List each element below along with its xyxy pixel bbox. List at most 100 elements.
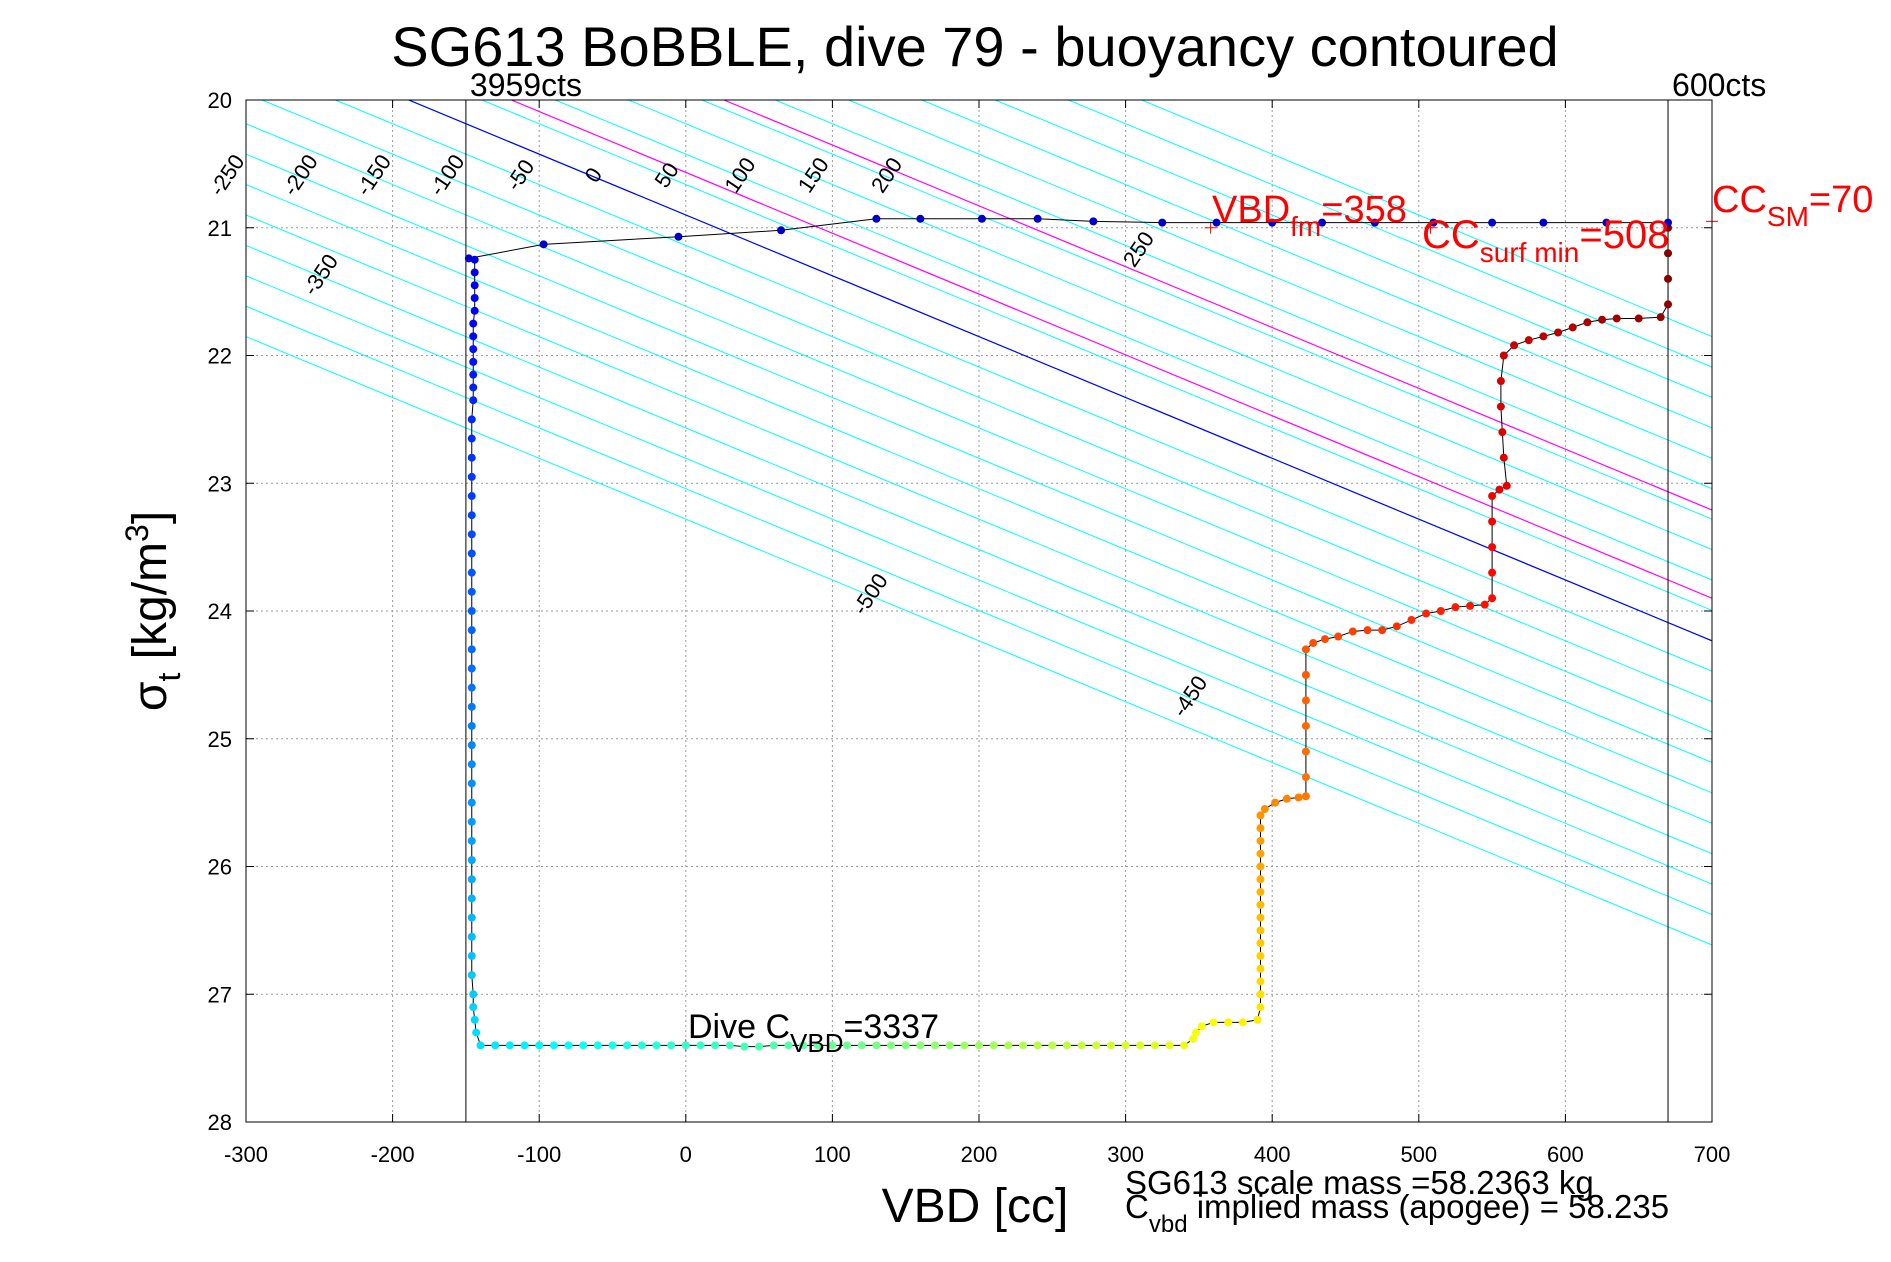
dive-point [1495,485,1504,494]
contour-line [246,336,1712,946]
dive-point [1499,351,1508,360]
dive-point [1378,626,1387,635]
implied-mass-annotation: Cvbd implied mass (apogee) = 58.235 [1125,1188,1669,1238]
surface-point [916,214,925,223]
dive-point [469,383,478,392]
dive-point [467,932,476,941]
dive-point [467,626,476,635]
dive-point [813,1041,822,1050]
dive-point [989,1041,998,1050]
surface-point [1318,218,1327,227]
dive-point [1583,318,1592,327]
dive-point [467,453,476,462]
dive-point [667,1041,676,1050]
y-tick-label: 26 [208,855,232,880]
dive-point [470,281,479,290]
dive-point [1238,1018,1247,1027]
dive-point [1496,402,1505,411]
y-axis-label-unit-close: ] [124,511,177,524]
surface-point [464,254,473,263]
contour-line [246,123,1712,733]
dive-point [1598,315,1607,324]
contour-line [994,100,1712,399]
dive-point [1256,862,1265,871]
dive-point [623,1041,632,1050]
dive-point [469,990,478,999]
y-tick-label: 21 [208,216,232,241]
vbd-limit-lines: 3959cts 600cts [465,67,1766,1122]
y-axis-label-main: σ [124,682,177,712]
dive-point [470,268,479,277]
dive-point [1363,626,1372,635]
contour-label: -200 [278,150,323,200]
dive-point [467,568,476,577]
dive-point [1510,341,1519,350]
y-tick-label: 23 [208,471,232,496]
scale-mass-text: SG613 scale mass =58.2363 kg [1125,1164,1594,1201]
x-tick-label: -300 [224,1142,268,1167]
dive-point [1499,453,1508,462]
dive-point [1165,1041,1174,1050]
surface-point [872,214,881,223]
y-tick-label: 25 [208,727,232,752]
dive-point [469,332,478,341]
contour-label: 200 [866,153,907,197]
dive-point [1256,824,1265,833]
magenta-reference-line [511,100,1712,599]
dive-point [608,1041,617,1050]
dive-point [470,294,479,303]
dive-point [1294,793,1303,802]
surface-point [1268,218,1277,227]
contour-label: -350 [298,249,343,299]
dive-point [467,530,476,539]
dive-point [1062,1041,1071,1050]
cc-sm-text: CC [1712,179,1767,221]
dive-point [467,549,476,558]
dive-point [467,798,476,807]
dive-point [476,1041,485,1050]
implied-mass-sub: vbd [1149,1211,1188,1238]
x-tick-label: 400 [1254,1142,1291,1167]
surface-point [674,232,683,241]
buoyancy-contours [246,100,1712,946]
dive-cvbd-sub: VBD [790,1028,843,1058]
dive-point [755,1042,764,1051]
dive-point [467,894,476,903]
contour-line [261,100,1712,703]
dive-point [549,1041,558,1050]
dive-point [1256,836,1265,845]
dive-point [467,971,476,980]
x-tick-label: 600 [1547,1142,1584,1167]
contour-line [246,305,1712,916]
x-axis-ticks: -300 -200 -100 0 100 200 300 400 500 600 700 [224,100,1730,1167]
dive-point [467,760,476,769]
contour-label: -500 [847,569,892,619]
vbd-fm-text: VBD [1212,189,1290,231]
dive-point [1224,1018,1233,1027]
dive-point [1048,1041,1057,1050]
dive-point [857,1041,866,1050]
dive-point [1392,622,1401,631]
y-tick-label: 27 [208,982,232,1007]
dive-point [1488,543,1497,552]
contour-label: 100 [719,153,760,197]
dive-point [1271,798,1280,807]
magenta-reference-line [723,100,1712,511]
dive-point [1077,1041,1086,1050]
dive-point [887,1041,896,1050]
dive-point [1256,849,1265,858]
contour-line [555,100,1712,581]
dive-point [1256,990,1265,999]
dive-point [1634,314,1643,323]
dive-point [593,1041,602,1050]
dive-point [564,1041,573,1050]
y-axis-label-sub: t [151,673,187,682]
dive-point [467,492,476,501]
contour-label: -250 [204,150,249,200]
dive-point [467,741,476,750]
dive-point [1191,1028,1200,1037]
dive-point [505,1041,514,1050]
dive-point [467,836,476,845]
surface-point [1212,218,1221,227]
surface-point [1370,218,1379,227]
